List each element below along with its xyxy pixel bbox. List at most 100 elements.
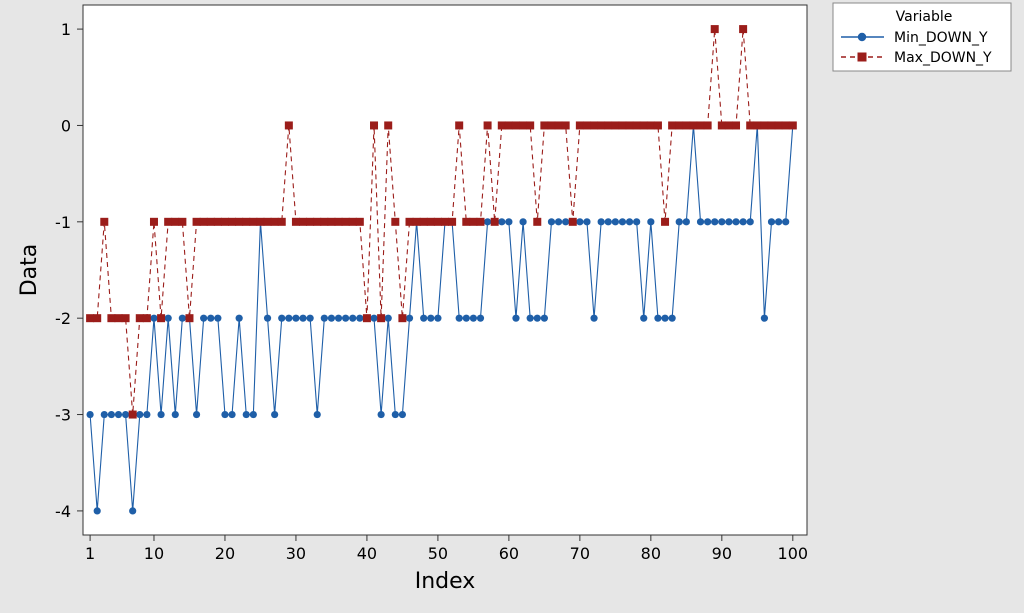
data-point-max-down-y [114, 314, 123, 323]
data-point-min-down-y [562, 218, 570, 226]
x-tick-label: 10 [144, 544, 164, 563]
data-point-min-down-y [171, 410, 179, 419]
data-point-max-down-y [362, 314, 371, 323]
x-tick-label: 50 [428, 544, 448, 563]
data-point-max-down-y [107, 314, 116, 323]
data-point-max-down-y [348, 217, 357, 226]
data-point-min-down-y [647, 218, 655, 226]
data-point-max-down-y [93, 314, 102, 323]
data-point-max-down-y [448, 217, 457, 226]
data-point-max-down-y [568, 217, 577, 226]
data-point-max-down-y [710, 25, 719, 34]
data-point-min-down-y [405, 314, 414, 322]
data-point-min-down-y [370, 314, 378, 322]
data-point-min-down-y [760, 314, 769, 322]
data-point-min-down-y [114, 410, 123, 419]
x-tick-label: 100 [778, 544, 809, 563]
data-point-max-down-y [781, 121, 790, 130]
data-point-min-down-y [107, 410, 115, 419]
data-point-min-down-y [483, 218, 492, 226]
data-point-max-down-y [242, 217, 251, 226]
data-point-min-down-y [540, 314, 548, 322]
data-point-max-down-y [682, 121, 691, 130]
data-point-min-down-y [604, 218, 612, 226]
data-point-min-down-y [746, 218, 754, 226]
data-point-max-down-y [483, 121, 492, 130]
data-point-min-down-y [718, 218, 726, 226]
data-point-max-down-y [291, 217, 300, 226]
legend-marker-max [857, 52, 867, 62]
data-point-min-down-y [221, 410, 229, 419]
data-point-min-down-y [299, 314, 307, 322]
x-tick-label: 60 [499, 544, 519, 563]
data-point-max-down-y [611, 121, 620, 130]
data-point-max-down-y [497, 121, 506, 130]
data-point-max-down-y [164, 217, 173, 226]
data-point-max-down-y [313, 217, 322, 226]
data-point-max-down-y [618, 121, 627, 130]
legend: Variable Min_DOWN_Y Max_DOWN_Y [832, 2, 1012, 72]
data-point-min-down-y [271, 410, 279, 419]
data-point-max-down-y [355, 217, 364, 226]
data-point-max-down-y [320, 217, 329, 226]
data-point-max-down-y [433, 217, 442, 226]
data-point-min-down-y [121, 410, 130, 419]
data-point-max-down-y [717, 121, 726, 130]
data-point-min-down-y [391, 410, 399, 419]
data-point-min-down-y [129, 507, 137, 515]
data-point-max-down-y [398, 314, 407, 323]
data-point-min-down-y [349, 314, 357, 322]
data-point-min-down-y [377, 410, 385, 419]
data-point-min-down-y [192, 410, 201, 419]
data-point-max-down-y [412, 217, 421, 226]
data-point-min-down-y [143, 410, 151, 419]
data-point-max-down-y [625, 121, 634, 130]
y-axis-title: Data [17, 244, 42, 297]
x-tick-label: 90 [712, 544, 732, 563]
x-tick-label: 30 [286, 544, 306, 563]
data-point-min-down-y [775, 218, 783, 226]
data-point-max-down-y [661, 217, 670, 226]
data-point-max-down-y [185, 314, 194, 323]
data-point-max-down-y [121, 314, 130, 323]
plot-area [82, 4, 808, 536]
data-point-min-down-y [583, 218, 591, 226]
data-point-max-down-y [774, 121, 783, 130]
x-tick-label: 80 [641, 544, 661, 563]
data-point-min-down-y [661, 314, 669, 322]
legend-label-min: Min_DOWN_Y [894, 30, 988, 46]
data-point-max-down-y [142, 314, 151, 323]
data-point-max-down-y [689, 121, 698, 130]
data-point-max-down-y [171, 217, 180, 226]
data-point-max-down-y [377, 314, 386, 323]
data-point-max-down-y [284, 121, 293, 130]
data-point-max-down-y [462, 217, 471, 226]
y-tick-label: -2 [55, 309, 71, 328]
data-point-min-down-y [200, 314, 208, 322]
data-point-min-down-y [498, 218, 506, 226]
data-point-min-down-y [93, 507, 101, 515]
data-point-max-down-y [334, 217, 343, 226]
data-point-min-down-y [668, 314, 676, 322]
data-point-min-down-y [654, 314, 662, 322]
data-point-max-down-y [220, 217, 229, 226]
data-point-min-down-y [178, 314, 186, 322]
data-point-max-down-y [732, 121, 741, 130]
data-point-min-down-y [292, 314, 300, 322]
data-point-min-down-y [682, 218, 690, 226]
data-point-max-down-y [646, 121, 655, 130]
data-point-min-down-y [228, 410, 236, 419]
data-point-max-down-y [426, 217, 435, 226]
data-point-min-down-y [533, 314, 541, 322]
data-point-max-down-y [746, 121, 755, 130]
data-point-min-down-y [242, 410, 250, 419]
data-point-max-down-y [370, 121, 379, 130]
data-point-max-down-y [327, 217, 336, 226]
data-point-max-down-y [540, 121, 549, 130]
data-point-max-down-y [391, 217, 400, 226]
legend-title: Variable [896, 9, 953, 25]
data-point-min-down-y [306, 314, 314, 322]
data-point-min-down-y [235, 314, 243, 322]
